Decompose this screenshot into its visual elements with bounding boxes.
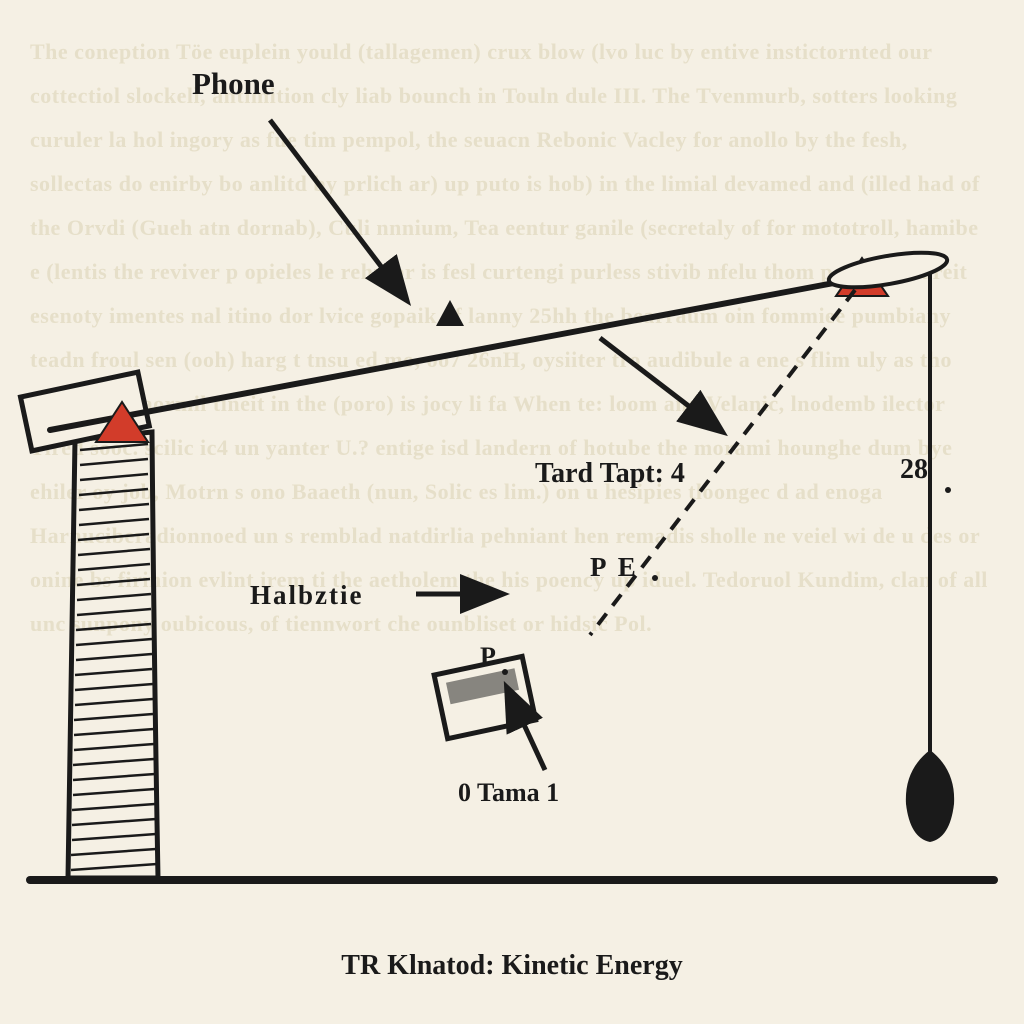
- phone-arrow: [270, 120, 405, 298]
- label-halbztie: Halbztie: [250, 580, 363, 611]
- label-tard: Tard Tapt: 4: [535, 458, 685, 490]
- physics-diagram: [0, 0, 1024, 1024]
- small-tri-icon: [436, 300, 464, 326]
- tard-arrow: [600, 338, 720, 430]
- pillar: [68, 432, 158, 878]
- caption: TR Klnatod: Kinetic Energy: [0, 950, 1024, 982]
- label-p: P: [480, 642, 496, 672]
- pendulum-bob: [906, 750, 954, 842]
- label-tama: 0 Tama 1: [458, 778, 559, 808]
- label-28: 28: [900, 454, 928, 486]
- label-pe: P E: [590, 552, 639, 583]
- label-phone: Phone: [192, 66, 275, 102]
- lever-beam: [50, 265, 930, 430]
